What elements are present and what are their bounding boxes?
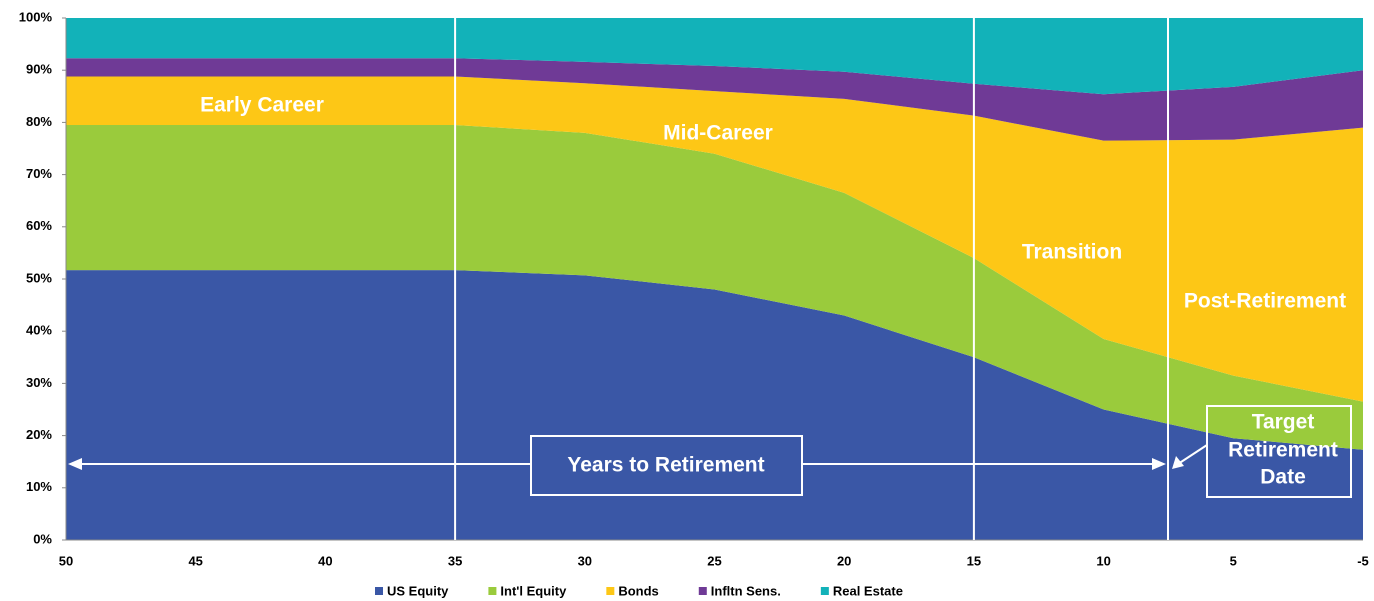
arrow-head — [1152, 458, 1166, 470]
y-tick-label: 40% — [26, 323, 52, 338]
y-tick-label: 100% — [19, 9, 53, 24]
x-tick-label: 20 — [837, 553, 851, 568]
x-tick-label: 15 — [967, 553, 981, 568]
annotation-box — [530, 435, 803, 496]
area — [66, 270, 1363, 540]
legend-label: Bonds — [618, 583, 658, 598]
annotation: Retirement — [1228, 439, 1338, 462]
area — [66, 76, 1363, 402]
legend-label: US Equity — [387, 583, 449, 598]
arrow-head — [1172, 456, 1184, 469]
x-tick-label: 45 — [188, 553, 202, 568]
y-tick-label: 70% — [26, 166, 52, 181]
legend-label: Int'l Equity — [500, 583, 567, 598]
area — [66, 125, 1363, 450]
legend-swatch — [606, 587, 615, 595]
annotation-box — [1206, 405, 1352, 498]
arrow-head — [68, 458, 82, 470]
x-tick-label: 50 — [59, 553, 73, 568]
area — [66, 58, 1363, 141]
legend-swatch — [375, 587, 383, 595]
legend-swatch — [820, 587, 829, 595]
x-tick-label: 25 — [707, 553, 721, 568]
y-tick-label: 50% — [26, 270, 52, 285]
y-tick-label: 0% — [33, 531, 52, 546]
annotation: Target — [1252, 411, 1315, 434]
x-tick-label: 10 — [1096, 553, 1110, 568]
legend-swatch — [488, 587, 497, 595]
phase-label: Transition — [1022, 241, 1122, 264]
phase-label: Early Career — [200, 94, 324, 117]
y-tick-label: 90% — [26, 62, 52, 77]
y-tick-label: 60% — [26, 218, 52, 233]
arrow-line — [1177, 444, 1208, 465]
annotation: Date — [1260, 466, 1306, 489]
phase-label: Mid-Career — [663, 122, 773, 145]
area — [66, 18, 1363, 95]
y-tick-label: 80% — [26, 114, 52, 129]
legend-label: Real Estate — [833, 583, 903, 598]
x-tick-label: -5 — [1357, 553, 1369, 568]
x-tick-label: 30 — [578, 553, 592, 568]
y-tick-label: 10% — [26, 479, 52, 494]
y-tick-label: 20% — [26, 427, 52, 442]
y-tick-label: 30% — [26, 375, 52, 390]
legend-label: Infltn Sens. — [711, 583, 781, 598]
annotation: Years to Retirement — [567, 454, 764, 477]
x-tick-label: 40 — [318, 553, 332, 568]
legend-swatch — [698, 587, 707, 595]
x-tick-label: 35 — [448, 553, 462, 568]
x-tick-label: 5 — [1230, 553, 1237, 568]
phase-label: Post-Retirement — [1184, 290, 1346, 313]
